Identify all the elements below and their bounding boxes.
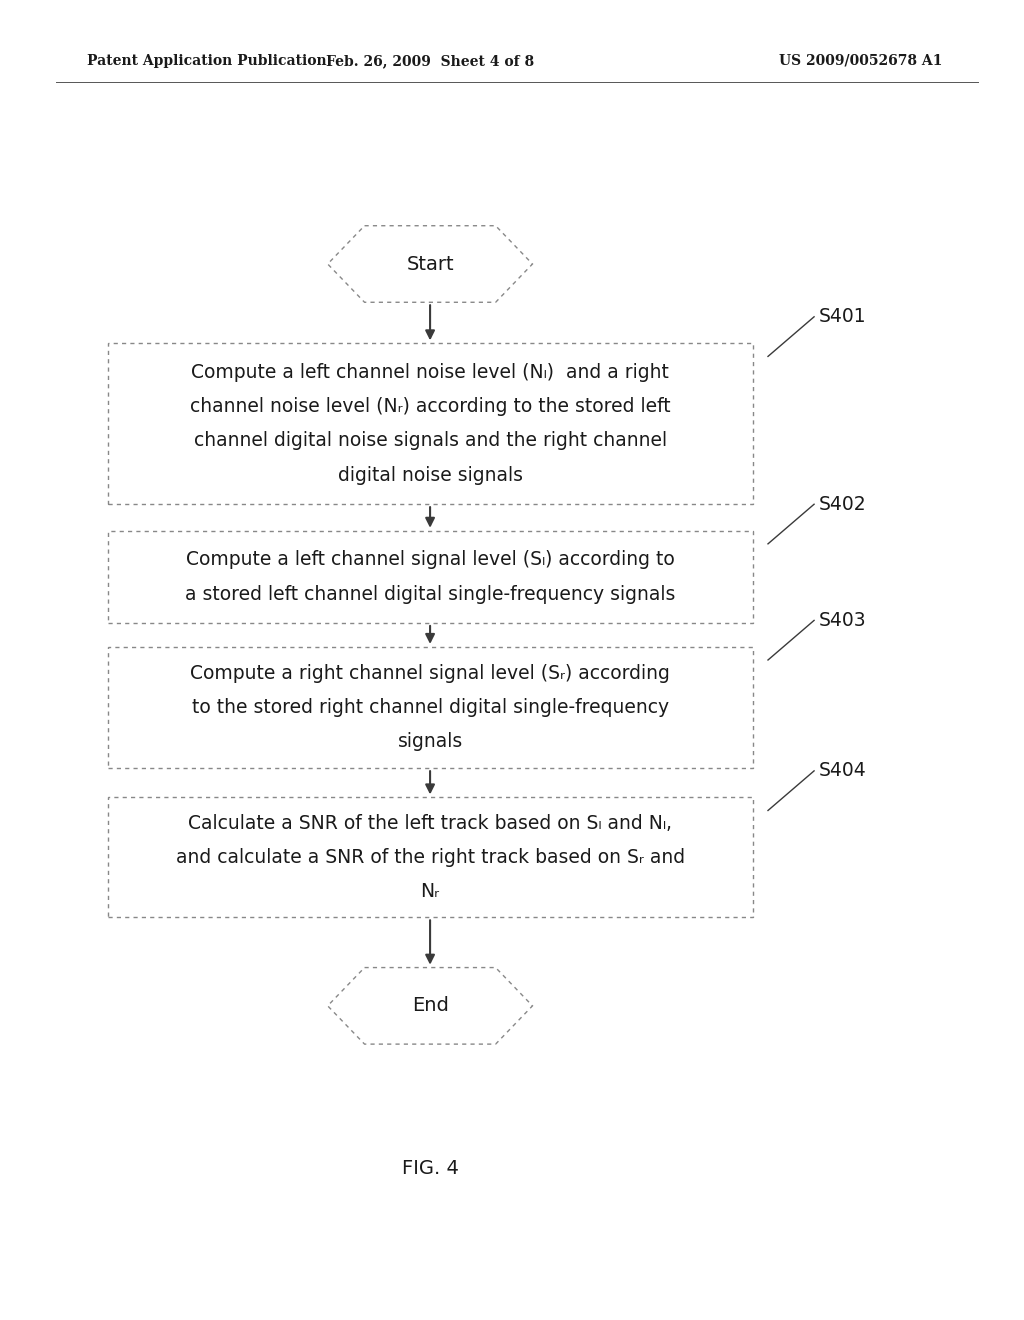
Text: Compute a right channel signal level (Sᵣ) according: Compute a right channel signal level (Sᵣ… — [190, 664, 670, 682]
Text: channel digital noise signals and the right channel: channel digital noise signals and the ri… — [194, 432, 667, 450]
Text: Patent Application Publication: Patent Application Publication — [87, 54, 327, 67]
Text: Calculate a SNR of the left track based on Sₗ and Nₗ,: Calculate a SNR of the left track based … — [188, 813, 672, 833]
Text: FIG. 4: FIG. 4 — [401, 1159, 459, 1177]
Text: S404: S404 — [819, 762, 867, 780]
Text: a stored left channel digital single-frequency signals: a stored left channel digital single-fre… — [185, 585, 675, 603]
Text: to the stored right channel digital single-frequency: to the stored right channel digital sing… — [191, 698, 669, 717]
Text: digital noise signals: digital noise signals — [338, 466, 522, 484]
Text: S402: S402 — [819, 495, 867, 513]
Text: signals: signals — [397, 733, 463, 751]
Text: End: End — [412, 997, 449, 1015]
Text: S401: S401 — [819, 308, 867, 326]
Bar — [108, 531, 753, 623]
Bar — [108, 647, 753, 768]
Text: Start: Start — [407, 255, 454, 273]
Text: and calculate a SNR of the right track based on Sᵣ and: and calculate a SNR of the right track b… — [175, 847, 685, 867]
Text: Feb. 26, 2009  Sheet 4 of 8: Feb. 26, 2009 Sheet 4 of 8 — [326, 54, 535, 67]
Text: Compute a left channel signal level (Sₗ) according to: Compute a left channel signal level (Sₗ)… — [185, 550, 675, 569]
Bar — [108, 797, 753, 917]
Text: S403: S403 — [819, 611, 867, 630]
Text: Compute a left channel noise level (Nₗ)  and a right: Compute a left channel noise level (Nₗ) … — [191, 363, 669, 381]
Bar — [108, 343, 753, 504]
Text: Nᵣ: Nᵣ — [421, 882, 439, 902]
Text: channel noise level (Nᵣ) according to the stored left: channel noise level (Nᵣ) according to th… — [189, 397, 671, 416]
Text: US 2009/0052678 A1: US 2009/0052678 A1 — [778, 54, 942, 67]
